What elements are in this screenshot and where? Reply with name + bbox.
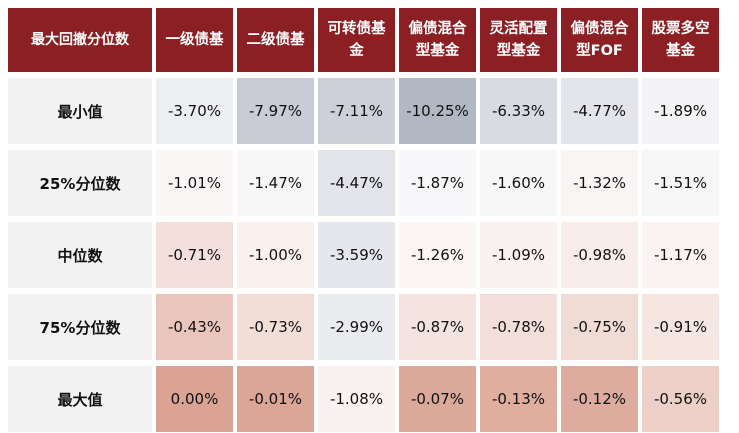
table-cell: -1.47% [237,150,314,216]
table-cell: -0.12% [561,366,638,432]
table-cell: -3.70% [156,78,233,144]
table-cell: -0.07% [399,366,476,432]
table-cell: -1.09% [480,222,557,288]
column-header: 股票多空 基金 [642,8,719,72]
row-label: 25%分位数 [8,150,152,216]
table-cell: -0.71% [156,222,233,288]
row-label: 中位数 [8,222,152,288]
table-cell: -1.01% [156,150,233,216]
column-header: 偏债混合 型FOF [561,8,638,72]
table-cell: -3.59% [318,222,395,288]
table-body: 最小值 -3.70% -7.97% -7.11% -10.25% -6.33% -4.77%… [8,78,719,432]
table-cell: -1.60% [480,150,557,216]
table-cell: -0.56% [642,366,719,432]
table-row: 中位数 -0.71% -1.00% -3.59% -1.26% -1.09% -0.98% -… [8,222,719,288]
row-label: 最小值 [8,78,152,144]
header-row: 最大回撤分位数 一级债基 二级债基 可转债基金 偏债混合 型基金 灵活配置 型基金 … [8,8,719,72]
table-row: 最小值 -3.70% -7.97% -7.11% -10.25% -6.33% -4.77%… [8,78,719,144]
table-cell: -6.33% [480,78,557,144]
table-cell: -10.25% [399,78,476,144]
table-cell: -1.17% [642,222,719,288]
row-label: 最大值 [8,366,152,432]
table-cell: -1.08% [318,366,395,432]
table-cell: -1.89% [642,78,719,144]
table-cell: -1.00% [237,222,314,288]
table-cell: -0.91% [642,294,719,360]
table-cell: -0.13% [480,366,557,432]
column-header: 二级债基 [237,8,314,72]
table-cell: -0.01% [237,366,314,432]
table-cell: -0.78% [480,294,557,360]
table-cell: -0.98% [561,222,638,288]
table-cell: -4.47% [318,150,395,216]
table-cell: -2.99% [318,294,395,360]
table-cell: -0.73% [237,294,314,360]
table-cell: 0.00% [156,366,233,432]
table-row: 75%分位数 -0.43% -0.73% -2.99% -0.87% -0.78% -0.7… [8,294,719,360]
table-row: 25%分位数 -1.01% -1.47% -4.47% -1.87% -1.60% -1.3… [8,150,719,216]
table-row: 最大值 0.00% -0.01% -1.08% -0.07% -0.13% -0.12% -0… [8,366,719,432]
drawdown-quantile-table: 最大回撤分位数 一级债基 二级债基 可转债基金 偏债混合 型基金 灵活配置 型基金 … [4,8,723,432]
row-label: 75%分位数 [8,294,152,360]
column-header: 偏债混合 型基金 [399,8,476,72]
table-cell: -1.87% [399,150,476,216]
column-header: 可转债基金 [318,8,395,72]
table-cell: -7.97% [237,78,314,144]
table-cell: -0.75% [561,294,638,360]
table-cell: -7.11% [318,78,395,144]
table-cell: -0.87% [399,294,476,360]
column-header: 一级债基 [156,8,233,72]
table-cell: -1.51% [642,150,719,216]
table-cell: -1.32% [561,150,638,216]
column-header: 灵活配置 型基金 [480,8,557,72]
corner-header: 最大回撤分位数 [8,8,152,72]
table-cell: -1.26% [399,222,476,288]
table-cell: -0.43% [156,294,233,360]
table-cell: -4.77% [561,78,638,144]
